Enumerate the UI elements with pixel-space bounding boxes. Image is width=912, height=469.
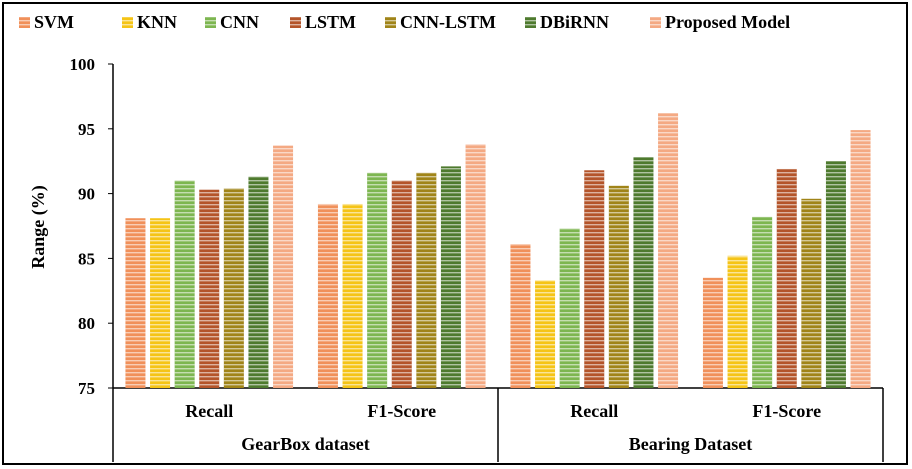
bar-texture [608, 185, 629, 388]
legend-swatch-texture [650, 17, 661, 28]
bar-texture [510, 244, 531, 388]
bar-texture [465, 144, 486, 388]
bar-texture [248, 176, 269, 388]
legend-swatch-texture [19, 17, 30, 28]
bar-texture [776, 168, 797, 388]
bar-texture [317, 203, 338, 388]
bar-texture [199, 189, 220, 388]
bar-texture [440, 166, 461, 388]
legend-swatch-texture [290, 17, 301, 28]
y-tick-label: 85 [78, 249, 95, 268]
bar-texture [174, 180, 195, 388]
bar-texture [752, 216, 773, 388]
y-tick-label: 80 [78, 314, 95, 333]
bar-texture [825, 161, 846, 388]
bar-texture [584, 170, 605, 388]
bar-texture [727, 255, 748, 388]
category-label: Recall [185, 401, 233, 421]
y-axis-label: Range (%) [28, 185, 49, 269]
bar-texture [702, 277, 723, 388]
bar-texture [273, 145, 294, 388]
bar-texture [223, 188, 244, 388]
legend-label: CNN-LSTM [400, 12, 496, 32]
bar-texture [391, 180, 412, 388]
category-label: F1-Score [367, 401, 436, 421]
bar-texture [559, 228, 580, 388]
legend-label: DBiRNN [540, 12, 609, 32]
category-label: Recall [570, 401, 618, 421]
legend-label: KNN [137, 12, 177, 32]
legend-swatch-texture [385, 17, 396, 28]
legend-label: SVM [34, 12, 74, 32]
bar-texture [535, 280, 556, 388]
group-label: Bearing Dataset [629, 434, 752, 454]
bar-texture [850, 130, 871, 388]
bars [125, 113, 871, 389]
legend-label: LSTM [305, 12, 356, 32]
bar-texture [633, 157, 654, 388]
bar-texture [801, 198, 822, 388]
y-tick-label: 90 [78, 185, 95, 204]
y-tick-label: 100 [70, 55, 96, 74]
legend: SVM KNN CNN LSTM CNN-LSTM DBiRNN Proposed Mode… [19, 12, 790, 32]
legend-swatch-texture [122, 17, 133, 28]
bar-texture [367, 172, 388, 388]
bar-texture [658, 113, 679, 389]
group-label: GearBox dataset [241, 434, 369, 454]
y-tick-label: 75 [78, 379, 95, 398]
bar-texture [416, 172, 437, 388]
bar-texture [150, 218, 171, 388]
category-label: F1-Score [752, 401, 821, 421]
legend-swatch-texture [205, 17, 216, 28]
bar-texture [125, 218, 146, 388]
legend-label: CNN [220, 12, 259, 32]
legend-label: Proposed Model [665, 12, 790, 32]
bar-texture [342, 203, 363, 388]
legend-swatch-texture [525, 17, 536, 28]
y-tick-label: 95 [78, 120, 95, 139]
